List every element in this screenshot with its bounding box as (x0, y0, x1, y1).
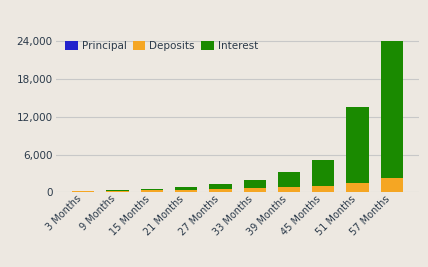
Bar (278, 187, 300, 192)
Bar (346, 107, 369, 183)
Legend: Principal, Deposits, Interest: Principal, Deposits, Interest (61, 37, 262, 56)
Bar (141, 190, 163, 192)
Bar (209, 184, 232, 189)
Bar (175, 187, 197, 190)
Bar (141, 189, 163, 190)
Bar (175, 190, 197, 192)
Bar (346, 183, 369, 192)
Bar (107, 191, 129, 192)
Bar (312, 160, 334, 186)
Bar (380, 178, 403, 192)
Bar (72, 191, 95, 192)
Bar (107, 190, 129, 191)
Bar (312, 186, 334, 192)
Bar (380, 41, 403, 178)
Bar (244, 189, 266, 192)
Bar (278, 172, 300, 187)
Bar (244, 180, 266, 189)
Bar (209, 189, 232, 192)
